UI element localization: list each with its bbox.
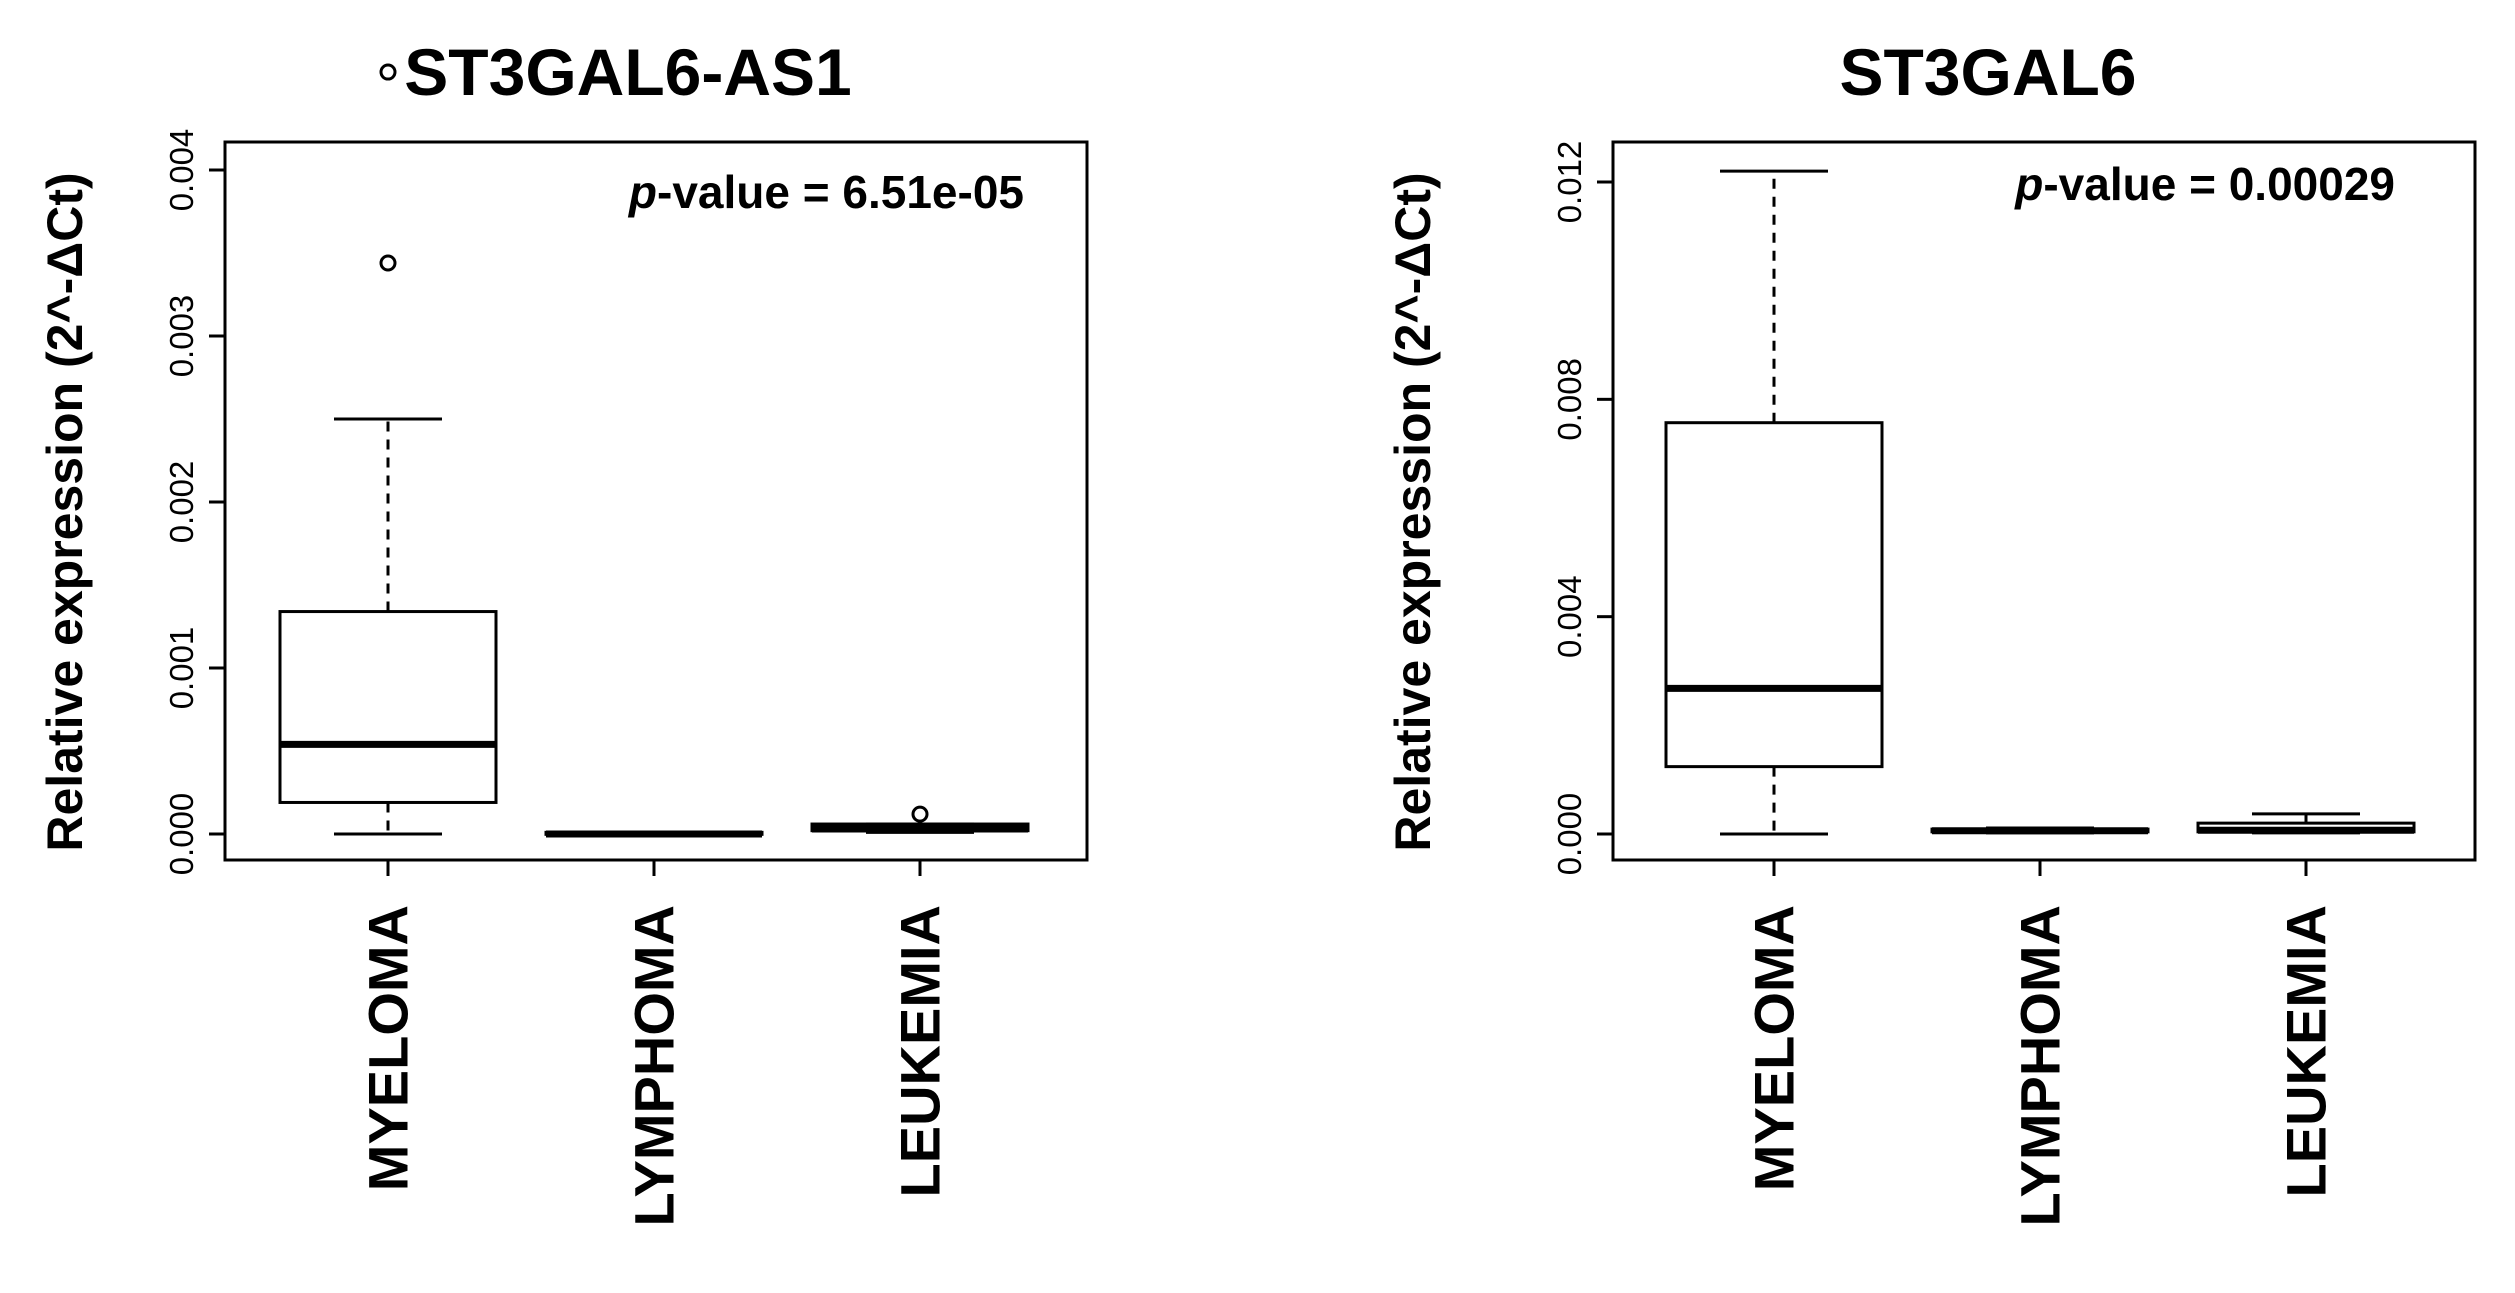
p-letter: p (2013, 158, 2043, 210)
y-axis: 0.000 0.001 0.002 0.003 0.004 (163, 129, 227, 876)
x-category-label: MYELOMA (1743, 905, 1806, 1191)
x-category-label: LYMPHOMA (2009, 905, 2072, 1227)
p-value-annotation: p-value = 6.51e-05 (627, 166, 1024, 218)
boxes (1664, 169, 2416, 836)
boxes (278, 63, 1030, 838)
y-tick-label: 0.000 (1551, 793, 1588, 876)
box-leukemia (2196, 812, 2416, 835)
box-lymphoma (544, 830, 764, 838)
box-myeloma (278, 63, 498, 836)
iqr-box (1664, 421, 1884, 769)
outlier-point (379, 63, 397, 81)
x-axis: MYELOMA LYMPHOMA LEUKEMIA (1743, 860, 2338, 1227)
box-lymphoma (1930, 826, 2150, 835)
y-tick-label: 0.000 (163, 793, 200, 876)
chart-title: ST3GAL6 (1839, 35, 2136, 109)
x-category-label: LEUKEMIA (889, 905, 952, 1197)
panel-st3gal6: ST3GAL6 Relative expression (2^-ΔCt) 0.0… (1385, 35, 2477, 1227)
x-category-label: LYMPHOMA (623, 905, 686, 1227)
p-value-text: -value = 6.51e-05 (657, 166, 1024, 218)
y-axis-label: Relative expression (2^-ΔCt) (37, 172, 93, 851)
y-tick-label: 0.004 (1551, 575, 1588, 658)
p-value-annotation: p-value = 0.00029 (2013, 158, 2395, 210)
box-myeloma (1664, 169, 1884, 836)
box-leukemia (810, 805, 1030, 834)
y-tick-label: 0.008 (1551, 358, 1588, 441)
panel-st3gal6-as1: ST3GAL6-AS1 Relative expression (2^-ΔCt)… (37, 35, 1089, 1227)
p-value-text: -value = 0.00029 (2043, 158, 2395, 210)
y-axis-label: Relative expression (2^-ΔCt) (1385, 172, 1441, 851)
chart-title: ST3GAL6-AS1 (404, 35, 851, 109)
y-tick-label: 0.004 (163, 129, 200, 212)
iqr-box (278, 610, 498, 804)
outlier-point (379, 254, 397, 272)
x-category-label: MYELOMA (357, 905, 420, 1191)
y-tick-label: 0.003 (163, 295, 200, 378)
y-tick-label: 0.002 (163, 461, 200, 544)
x-axis: MYELOMA LYMPHOMA LEUKEMIA (357, 860, 952, 1227)
y-axis: 0.000 0.004 0.008 0.012 (1551, 141, 1615, 876)
y-tick-label: 0.001 (163, 627, 200, 710)
x-category-label: LEUKEMIA (2275, 905, 2338, 1197)
p-letter: p (627, 166, 657, 218)
y-tick-label: 0.012 (1551, 141, 1588, 224)
outlier-point (911, 805, 929, 823)
